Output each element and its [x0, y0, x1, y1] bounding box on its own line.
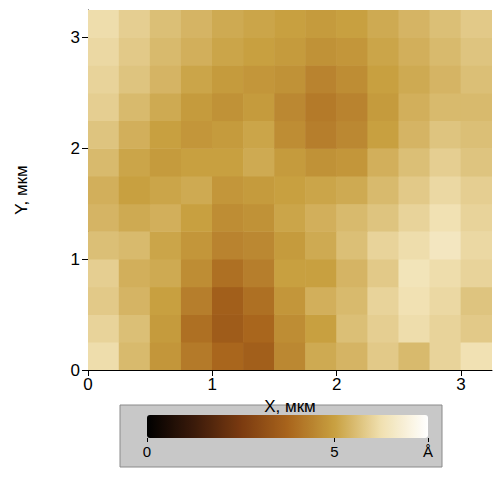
svg-text:X, мкм: X, мкм — [264, 397, 316, 416]
svg-text:Y, мкм: Y, мкм — [12, 165, 31, 214]
svg-text:3: 3 — [456, 375, 465, 394]
svg-text:1: 1 — [208, 375, 217, 394]
svg-text:Å: Å — [423, 443, 433, 460]
svg-text:2: 2 — [71, 139, 80, 158]
svg-text:3: 3 — [71, 28, 80, 47]
svg-text:1: 1 — [71, 250, 80, 269]
svg-text:0: 0 — [83, 375, 92, 394]
svg-text:0: 0 — [143, 443, 151, 460]
svg-text:2: 2 — [332, 375, 341, 394]
svg-text:5: 5 — [330, 443, 338, 460]
svg-text:0: 0 — [71, 361, 80, 380]
